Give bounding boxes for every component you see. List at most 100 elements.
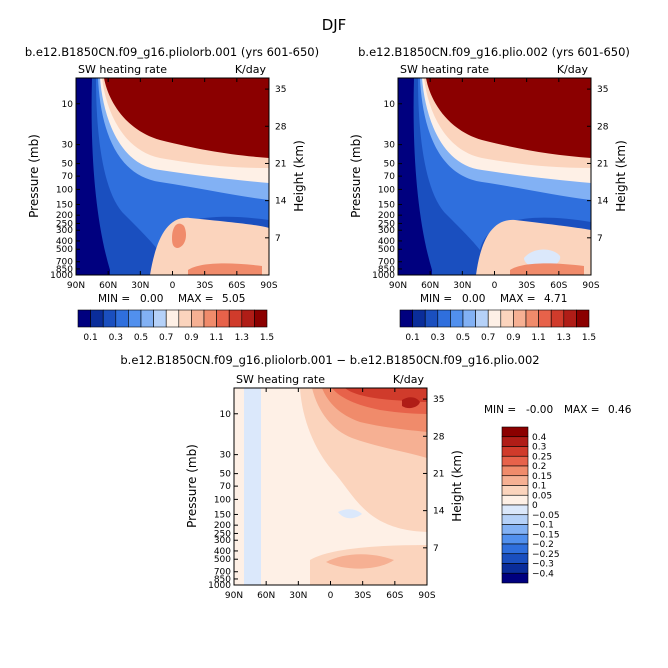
colorbar-label: 0.25: [532, 452, 552, 462]
units-label: K/day: [393, 373, 425, 386]
x-tick-label: 30S: [518, 281, 535, 291]
panel-title: b.e12.B1850CN.f09_g16.pliolorb.001 (yrs …: [25, 45, 319, 59]
y2-tick-label: 7: [433, 544, 439, 554]
colorbar-swatch: [525, 309, 539, 328]
axis-ticks: 90N 60N 30N 0 30S 60S 90S103050701001502002503…: [208, 388, 445, 601]
y-tick-label: 70: [62, 172, 74, 182]
colorbar-swatch: [399, 309, 413, 328]
colorbar-label: 1.3: [557, 333, 571, 343]
y2-tick-label: 28: [597, 122, 609, 132]
colorbar-label: −0.25: [532, 550, 560, 560]
y-tick-label: 50: [62, 160, 74, 170]
y2-tick-label: 14: [433, 507, 445, 517]
y2-tick-label: 14: [275, 197, 287, 207]
y-tick-label: 700: [378, 258, 395, 268]
colorbar-label: −0.2: [532, 540, 554, 550]
units-label: K/day: [235, 63, 267, 76]
y2-axis-label: Height (km): [450, 450, 464, 521]
colorbar-swatch: [501, 465, 529, 477]
figure-title: DJF: [322, 16, 347, 34]
x-tick-label: 30N: [289, 591, 307, 601]
colorbar-swatch: [102, 309, 117, 328]
colorbar-label: −0.3: [532, 560, 554, 570]
x-tick-label: 30S: [196, 281, 213, 291]
y-tick-label: 30: [220, 451, 232, 461]
colorbar-swatch: [501, 572, 529, 584]
colorbar-swatch: [501, 485, 529, 496]
y-tick-label: 300: [214, 536, 231, 546]
y-tick-label: 30: [62, 141, 74, 151]
y-tick-label: 500: [378, 245, 395, 255]
colorbar-swatch: [437, 309, 451, 328]
y-tick-label: 50: [384, 160, 396, 170]
y-tick-label: 150: [56, 200, 73, 210]
y-tick-label: 500: [56, 245, 73, 255]
colorbar-label: 0.9: [184, 333, 199, 343]
colorbar-swatch: [254, 309, 268, 328]
colorbar-label: −0.1: [532, 521, 554, 531]
colorbar-swatch: [501, 426, 529, 438]
colorbar-label: 0.1: [532, 482, 546, 492]
variable-label: SW heating rate: [400, 63, 489, 76]
colorbar-swatch: [412, 309, 426, 328]
x-tick-label: 90S: [418, 591, 435, 601]
x-tick-label: 0: [492, 281, 498, 291]
colorbar-swatch: [140, 309, 154, 328]
x-tick-label: 60N: [257, 591, 275, 601]
colorbar-label: 0.9: [506, 333, 521, 343]
field-band: [326, 554, 394, 569]
colorbar-swatch: [128, 309, 142, 328]
colorbar-swatch: [501, 455, 529, 467]
y-tick-label: 250: [56, 219, 73, 229]
y-tick-label: 10: [62, 100, 74, 110]
colorbar-swatch: [501, 563, 529, 574]
colorbar: 0.1 0.3 0.5 0.7 0.9 1.1 1.3 1.5: [77, 309, 274, 343]
colorbar-swatch: [501, 543, 529, 555]
y-tick-label: 200: [214, 521, 231, 531]
panel-title: b.e12.B1850CN.f09_g16.plio.002 (yrs 601-…: [358, 45, 630, 59]
y-tick-label: 70: [384, 172, 396, 182]
panel-plio: b.e12.B1850CN.f09_g16.plio.002 (yrs 601-…: [349, 45, 630, 343]
x-tick-label: 90N: [67, 281, 85, 291]
colorbar-swatch: [203, 309, 217, 328]
min-value: 0.00: [140, 293, 163, 305]
colorbar-swatch: [501, 475, 529, 486]
units-label: K/day: [557, 63, 589, 76]
colorbar-label: 0.7: [159, 333, 173, 343]
y-tick-label: 1000: [50, 271, 73, 281]
colorbar-swatch: [424, 309, 439, 328]
x-tick-label: 0: [328, 591, 334, 601]
y-tick-label: 100: [214, 495, 231, 505]
y-tick-label: 500: [214, 555, 231, 565]
x-tick-label: 90N: [389, 281, 407, 291]
axis-ticks: 90N 60N 30N 0 30S 60S 90S103050701001502002503…: [50, 78, 287, 291]
x-tick-label: 60S: [386, 591, 403, 601]
y2-tick-label: 14: [597, 197, 609, 207]
y-tick-label: 200: [56, 211, 73, 221]
colorbar-label: 0: [532, 501, 538, 511]
y-tick-label: 700: [56, 258, 73, 268]
x-tick-label: 30N: [453, 281, 471, 291]
colorbar-label: 0.7: [481, 333, 495, 343]
y-tick-label: 150: [378, 200, 395, 210]
y2-tick-label: 28: [275, 122, 287, 132]
min-value: -0.00: [526, 404, 553, 416]
x-tick-label: 30S: [354, 591, 371, 601]
max-label: MAX =: [500, 293, 536, 305]
colorbar-swatch: [501, 504, 529, 516]
colorbar-label: 1.1: [531, 333, 545, 343]
colorbar: 0.1 0.3 0.5 0.7 0.9 1.1 1.3 1.5: [399, 309, 596, 343]
colorbar-swatch: [228, 309, 243, 328]
colorbar-swatch: [165, 309, 180, 328]
colorbar-swatch: [576, 309, 590, 328]
x-tick-label: 90S: [260, 281, 277, 291]
min-value: 0.00: [462, 293, 485, 305]
colorbar-label: 1.5: [260, 333, 274, 343]
colorbar-swatch: [475, 309, 489, 328]
colorbar-swatch: [487, 309, 502, 328]
colorbar-swatch: [77, 309, 91, 328]
colorbar-swatch: [115, 309, 129, 328]
y2-tick-label: 21: [597, 159, 608, 169]
field-band: [172, 223, 186, 248]
max-value: 4.71: [544, 293, 567, 305]
